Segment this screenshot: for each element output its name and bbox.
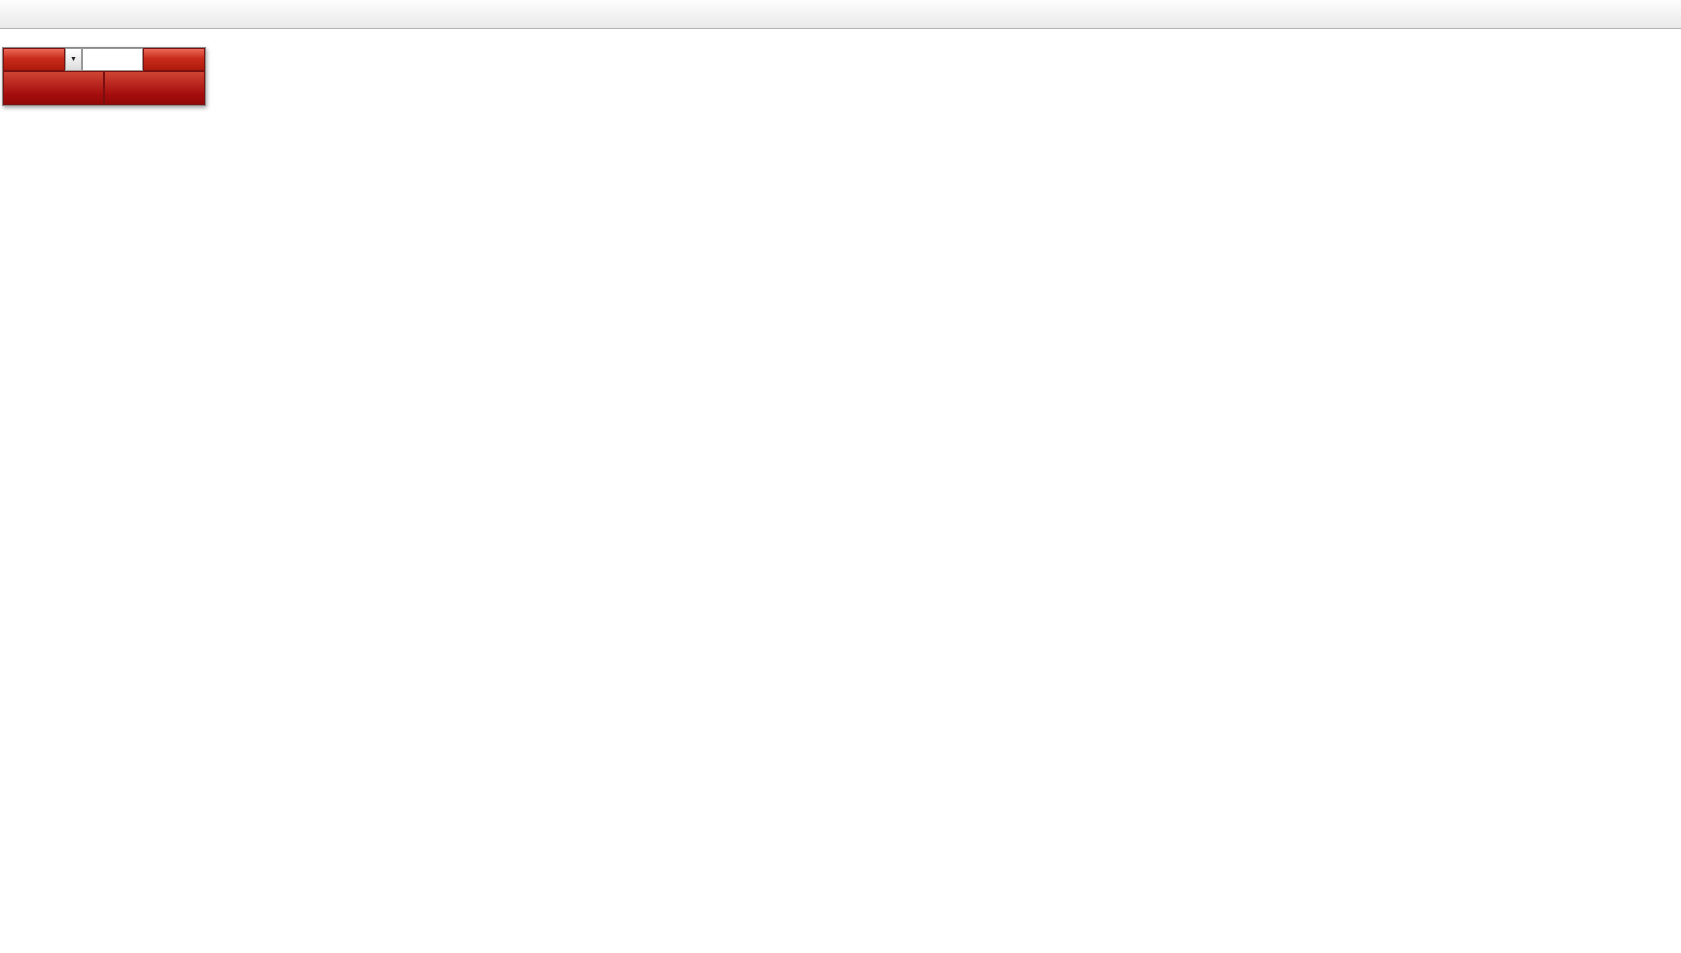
buy-price[interactable] [104,71,205,105]
buy-button[interactable] [143,48,205,71]
volume-dropdown[interactable]: ▼ [65,48,82,71]
top-toolbar [0,0,1681,29]
sell-price[interactable] [3,71,104,105]
chevron-down-icon: ▼ [70,56,77,63]
one-click-trading-panel: ▼ [2,47,206,106]
quote-prices-row [3,71,205,105]
chart-canvas[interactable] [0,28,1681,953]
order-controls-row: ▼ [3,48,205,71]
volume-input[interactable] [82,48,143,71]
sell-button[interactable] [3,48,65,71]
time-scale[interactable] [0,868,1681,886]
